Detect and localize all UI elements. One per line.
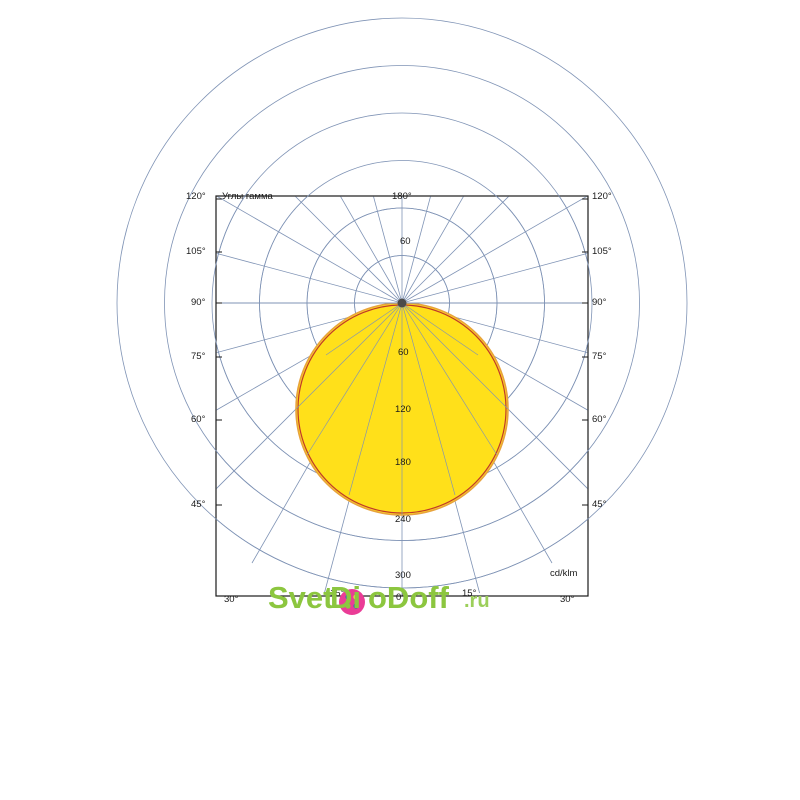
gamma-right-120: 120°: [592, 191, 612, 202]
watermark-text-1: Svet: [268, 580, 334, 615]
gamma-left-30: 30°: [224, 594, 239, 605]
gamma-right-105: 105°: [592, 246, 612, 257]
watermark-text-3: oDoff: [368, 580, 449, 615]
radial-tick-240: 240: [395, 514, 411, 525]
radial-tick-120: 120: [395, 404, 411, 415]
watermark: Svet Di oDoff .ru: [268, 580, 538, 622]
gamma-left-105: 105°: [186, 246, 206, 257]
unit-label: cd/klm: [550, 568, 578, 579]
radial-tick-60: 60: [398, 347, 409, 358]
bottom-label-15-right: 15°: [462, 588, 477, 599]
radial-tick-60-top: 60: [400, 236, 411, 247]
label-top-180: 180°: [392, 191, 412, 202]
pole-marker: [397, 298, 407, 308]
chart-title: Углы гамма: [222, 191, 273, 202]
frame-ticks: [216, 198, 588, 506]
gamma-left-45: 45°: [191, 499, 206, 510]
gamma-right-90: 90°: [592, 297, 607, 308]
radial-tick-300: 300: [395, 570, 411, 581]
grid-rays-overlay: [295, 302, 509, 515]
gamma-left-120: 120°: [186, 191, 206, 202]
gamma-right-75: 75°: [592, 351, 607, 362]
gamma-left-90: 90°: [191, 297, 206, 308]
watermark-svg: [339, 589, 365, 615]
gamma-left-60: 60°: [191, 414, 206, 425]
watermark-text-2: Di: [330, 580, 361, 615]
bottom-label-15-left: 15°: [330, 588, 345, 599]
watermark-text-4: .ru: [464, 590, 490, 612]
gamma-right-60: 60°: [592, 414, 607, 425]
radial-tick-180: 180: [395, 457, 411, 468]
gamma-left-75: 75°: [191, 351, 206, 362]
bottom-label-0: 0°: [396, 592, 406, 603]
gamma-right-30: 30°: [560, 594, 575, 605]
gamma-right-45: 45°: [592, 499, 607, 510]
